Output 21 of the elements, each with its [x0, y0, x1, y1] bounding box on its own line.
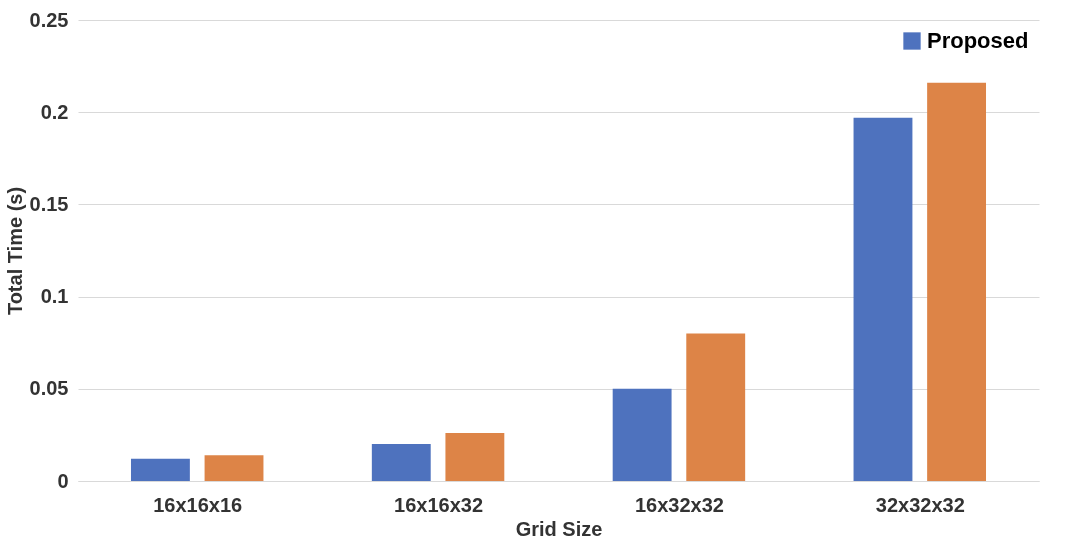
y-tick-label: 0.05 — [29, 377, 69, 400]
x-tick-label: 16x16x16 — [153, 493, 243, 516]
y-tick-label: 0.25 — [29, 8, 69, 31]
x-tick-label: 32x32x32 — [875, 493, 965, 516]
bar — [204, 455, 264, 481]
bar — [371, 444, 431, 481]
bar — [853, 117, 913, 481]
y-tick-label: 0.1 — [40, 285, 69, 308]
bar — [686, 333, 746, 481]
x-tick-label: 16x16x32 — [394, 493, 484, 516]
bar — [612, 388, 672, 481]
y-axis-title: Total Time (s) — [3, 186, 26, 316]
x-tick-label: 16x32x32 — [634, 493, 724, 516]
y-tick-label: 0.15 — [29, 192, 69, 215]
bar — [445, 433, 505, 481]
x-axis-title: Grid Size — [515, 517, 603, 540]
y-tick-label: 0.2 — [40, 100, 69, 123]
bar — [927, 82, 987, 481]
bar — [130, 458, 190, 481]
legend-label: Proposed — [927, 28, 1029, 53]
y-tick-label: 0 — [57, 469, 69, 492]
